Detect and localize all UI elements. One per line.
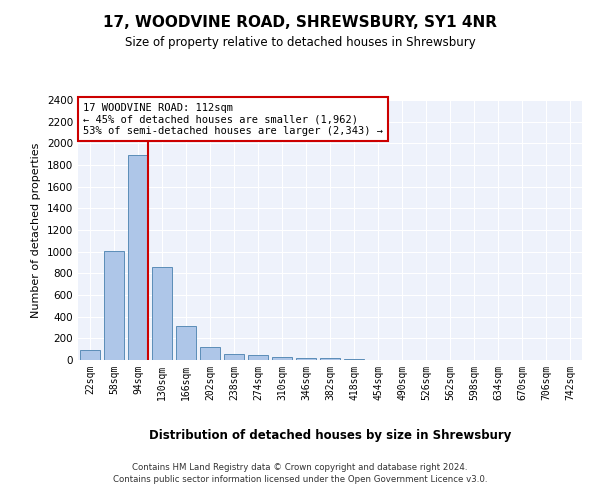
Bar — [296, 358, 316, 360]
Text: Contains HM Land Registry data © Crown copyright and database right 2024.: Contains HM Land Registry data © Crown c… — [132, 463, 468, 472]
Text: Contains public sector information licensed under the Open Government Licence v3: Contains public sector information licen… — [113, 476, 487, 484]
Bar — [224, 354, 244, 360]
Text: Size of property relative to detached houses in Shrewsbury: Size of property relative to detached ho… — [125, 36, 475, 49]
Bar — [152, 267, 172, 360]
Bar — [80, 350, 100, 360]
Bar — [128, 155, 148, 360]
Bar — [272, 357, 292, 360]
Y-axis label: Number of detached properties: Number of detached properties — [31, 142, 41, 318]
Bar — [104, 250, 124, 360]
Text: 17, WOODVINE ROAD, SHREWSBURY, SY1 4NR: 17, WOODVINE ROAD, SHREWSBURY, SY1 4NR — [103, 15, 497, 30]
Bar — [176, 326, 196, 360]
Text: 17 WOODVINE ROAD: 112sqm
← 45% of detached houses are smaller (1,962)
53% of sem: 17 WOODVINE ROAD: 112sqm ← 45% of detach… — [83, 102, 383, 136]
Bar — [344, 359, 364, 360]
Text: Distribution of detached houses by size in Shrewsbury: Distribution of detached houses by size … — [149, 428, 511, 442]
Bar — [320, 358, 340, 360]
Bar — [248, 354, 268, 360]
Bar — [200, 347, 220, 360]
